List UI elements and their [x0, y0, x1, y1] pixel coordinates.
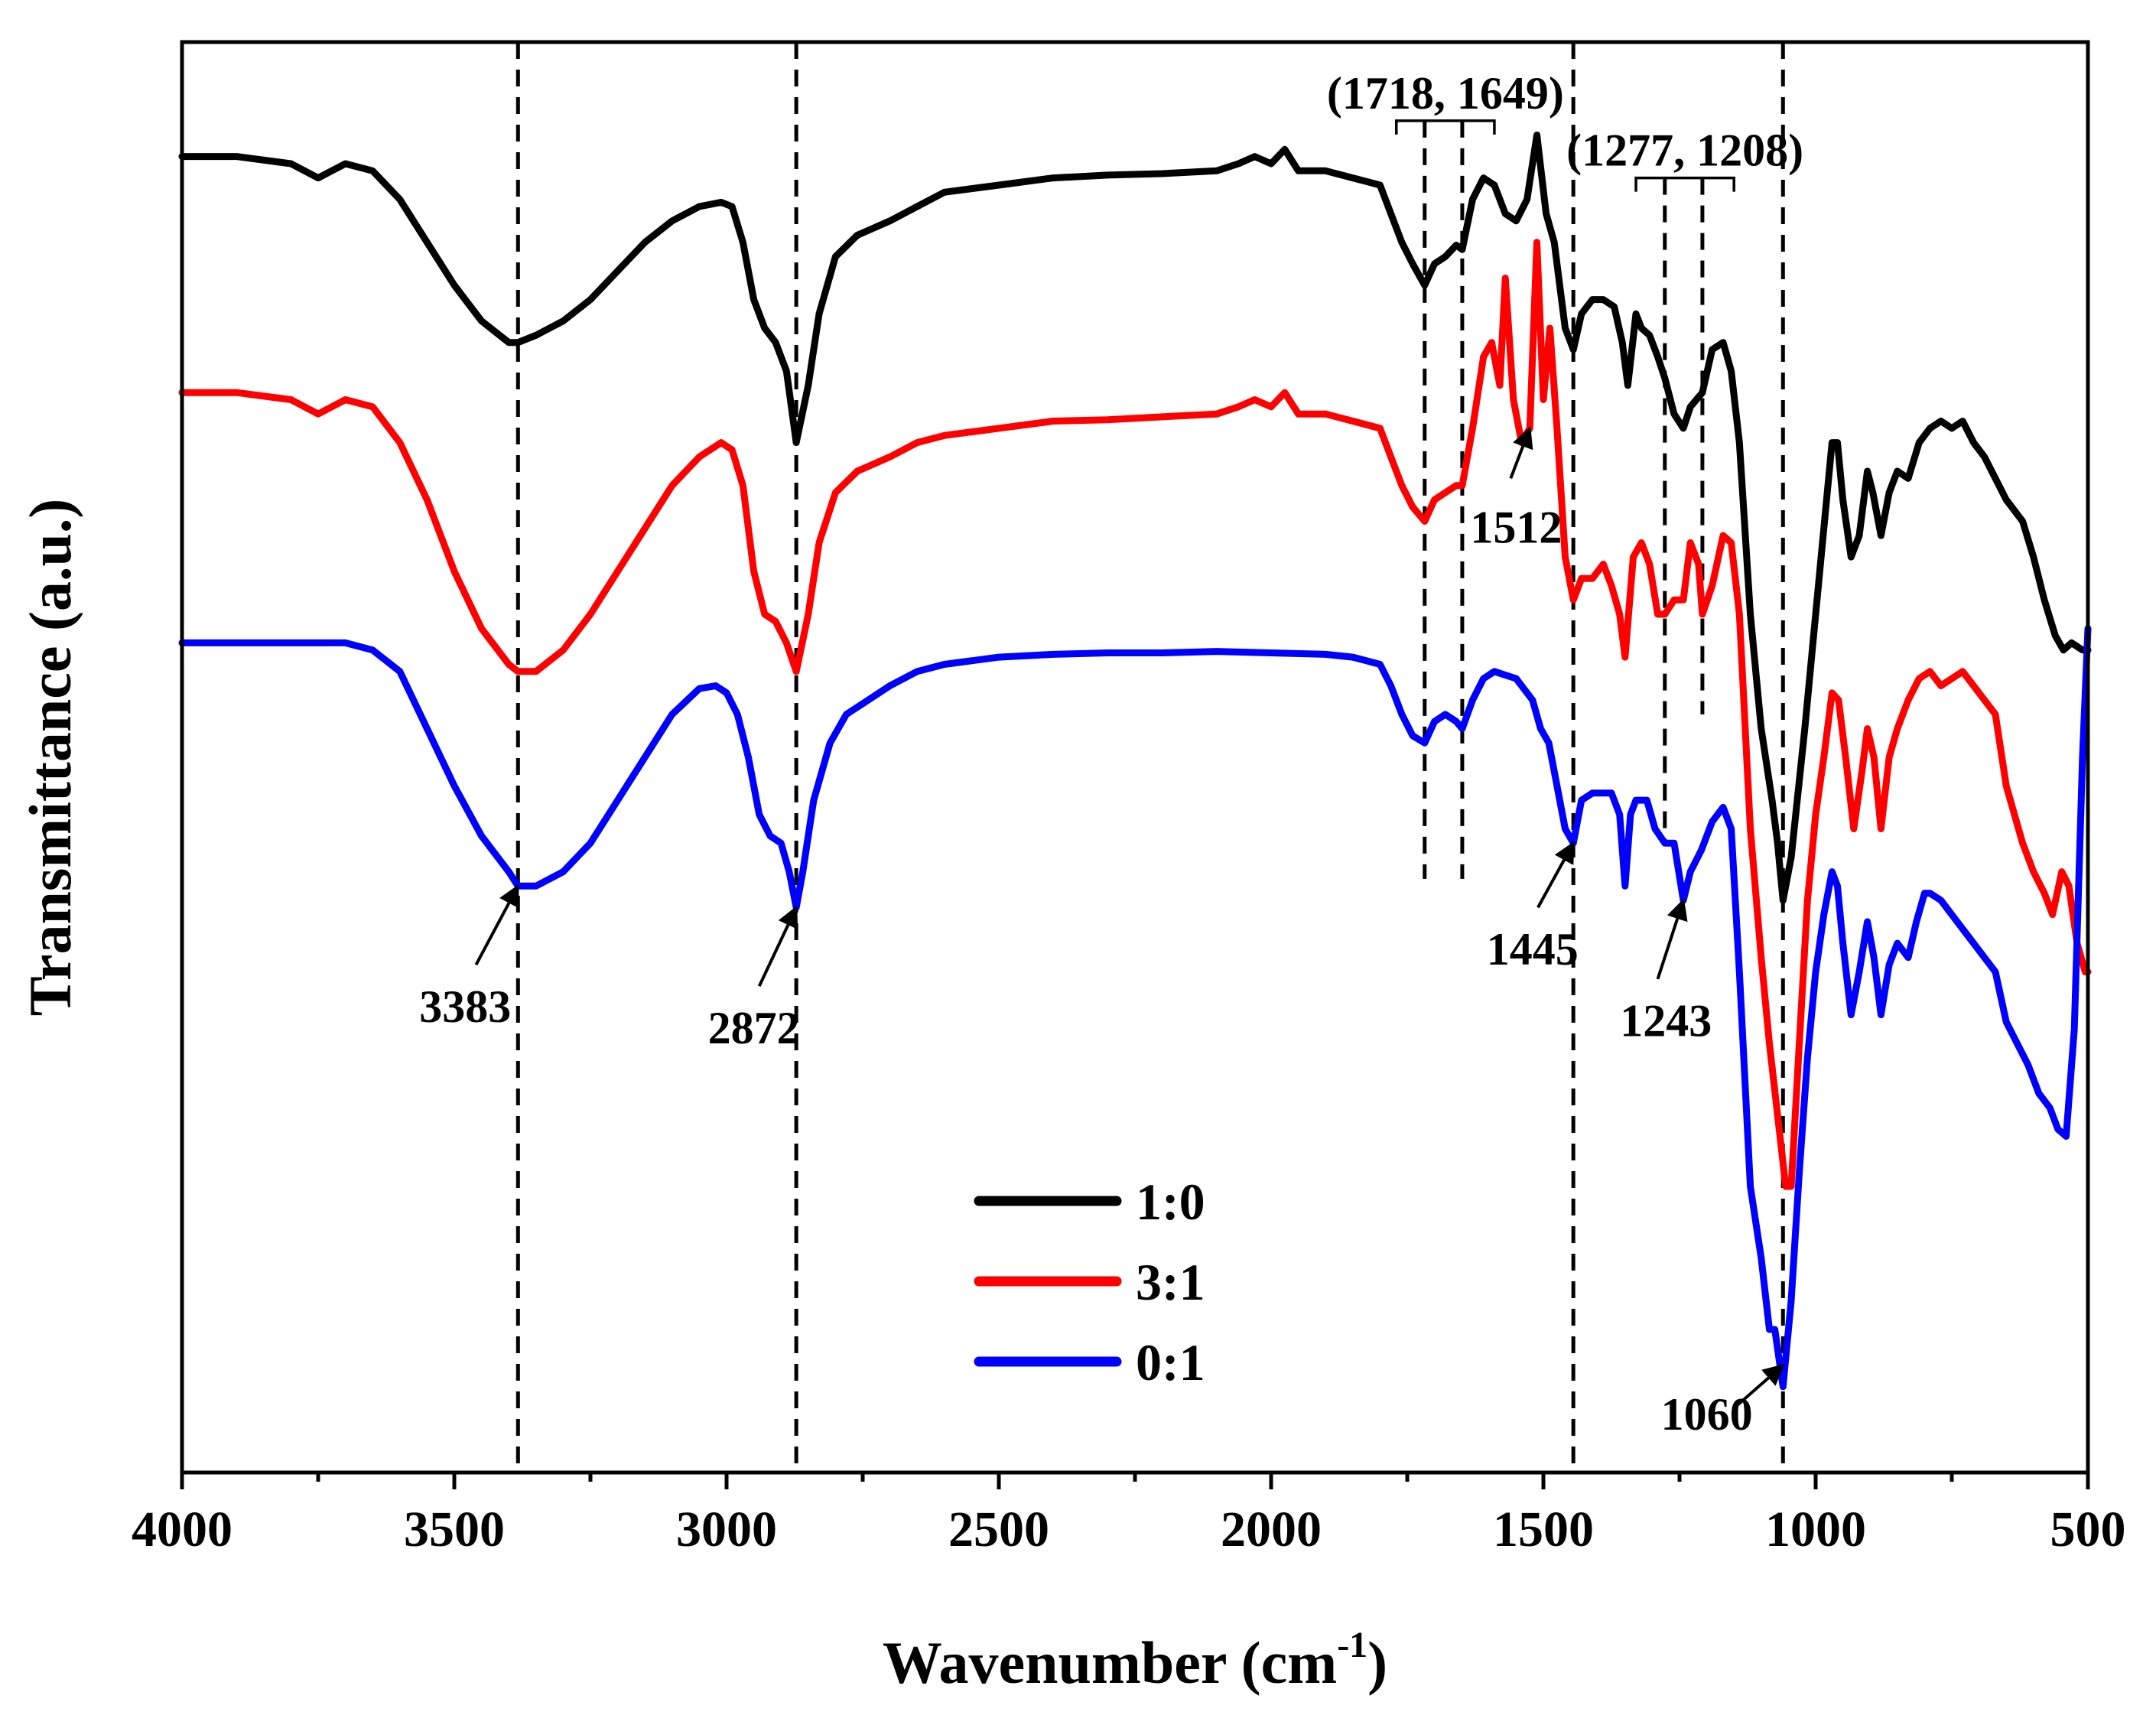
arrow-1512 — [1509, 426, 1533, 480]
arrow-1445 — [1537, 841, 1575, 909]
arrow-1243 — [1656, 898, 1688, 980]
x-tick-label-2500: 2500 — [948, 1502, 1049, 1557]
peak-label-1512: 1512 — [1470, 503, 1562, 553]
series-line-1-0 — [178, 132, 2092, 904]
x-tick-label-1000: 1000 — [1765, 1502, 1866, 1557]
bracket-1277-1208 — [1634, 176, 1735, 192]
bracket-annotations: (1718, 1649)(1277, 1208) — [1327, 68, 1803, 192]
x-tick-label-3000: 3000 — [676, 1502, 777, 1557]
x-tick-label-1500: 1500 — [1493, 1502, 1594, 1557]
legend-label-1-0: 1:0 — [1136, 1173, 1205, 1231]
bracket-1718-1649 — [1395, 119, 1496, 135]
arrow-3383 — [474, 884, 520, 966]
x-tick-label-4000: 4000 — [132, 1502, 233, 1557]
bracket-label-1718-1649: (1718, 1649) — [1327, 68, 1564, 119]
x-axis-title-main: Wavenumber (cm — [883, 1629, 1337, 1696]
x-axis-title-superscript: -1 — [1337, 1625, 1367, 1665]
x-tick-label-3500: 3500 — [404, 1502, 505, 1557]
x-tick-label-500: 500 — [2050, 1502, 2126, 1557]
bracket-label-1277-1208: (1277, 1208) — [1566, 125, 1803, 176]
series-lines — [178, 132, 2092, 1391]
peak-label-1060: 1060 — [1661, 1389, 1753, 1440]
peak-label-1445: 1445 — [1487, 924, 1579, 975]
peak-label-3383: 3383 — [419, 981, 511, 1032]
x-axis-title-close: ) — [1367, 1629, 1387, 1696]
x-axis-title: Wavenumber (cm-1) — [883, 1625, 1387, 1696]
peak-label-2872: 2872 — [708, 1003, 800, 1053]
legend-label-3-1: 3:1 — [1136, 1253, 1205, 1311]
legend: 1:0 3:1 0:1 — [974, 1173, 1205, 1391]
peak-label-1243: 1243 — [1620, 996, 1712, 1046]
arrow-1060 — [1732, 1363, 1785, 1410]
peak-annotations: 3383 2872 1512 1445 1243 1060 — [419, 426, 1785, 1440]
x-tick-label-2000: 2000 — [1221, 1502, 1322, 1557]
series-line-0-1 — [178, 625, 2092, 1391]
series-line-3-1 — [178, 239, 2092, 1190]
legend-label-0-1: 0:1 — [1136, 1333, 1205, 1391]
arrow-2872 — [757, 905, 798, 988]
y-axis-title: Transmittance (a.u.) — [17, 499, 83, 1017]
x-axis-ticks: 4000 3500 3000 2500 2000 1500 1000 500 — [132, 1473, 2126, 1557]
